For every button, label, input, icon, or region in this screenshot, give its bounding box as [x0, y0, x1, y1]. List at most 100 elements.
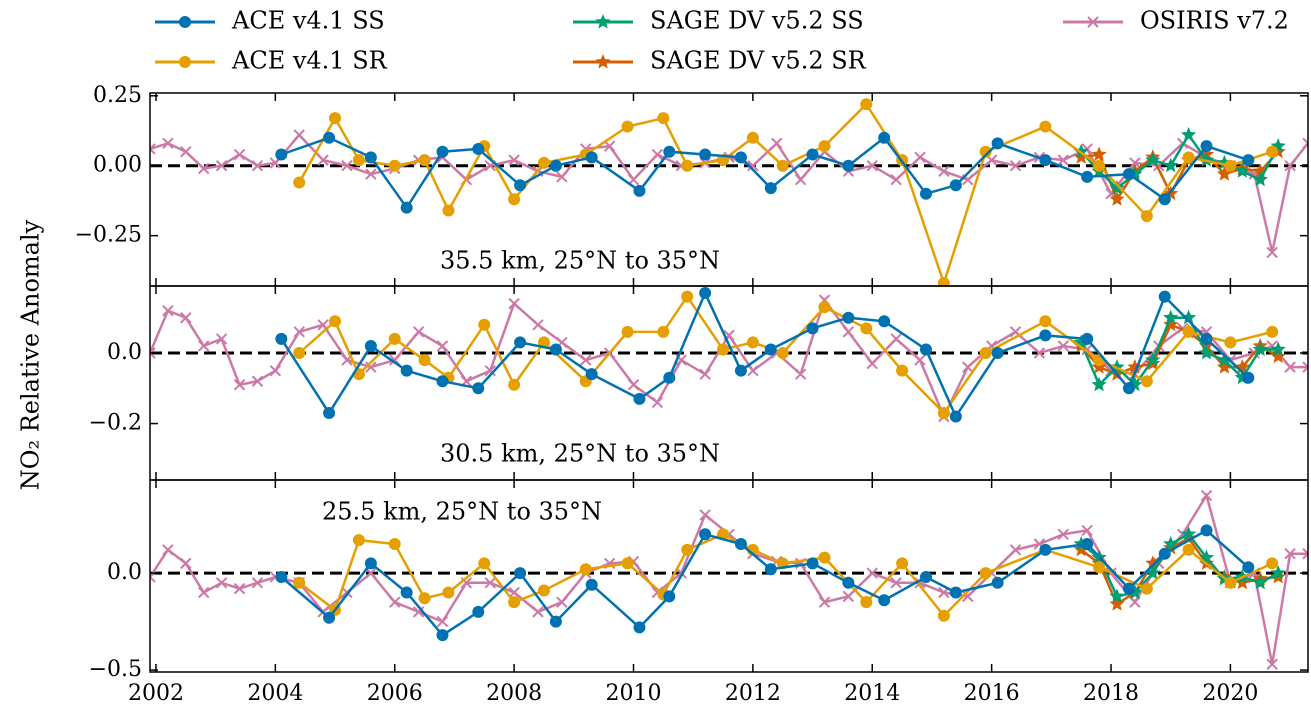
legend-label: SAGE DV v5.2 SS — [650, 7, 864, 35]
point — [818, 140, 831, 153]
panel-annotation: 35.5 km, 25°N to 35°N — [440, 247, 720, 275]
point — [1081, 332, 1094, 345]
point — [806, 148, 819, 161]
point — [436, 375, 449, 388]
y-tick-label: 0.25 — [93, 83, 142, 108]
point — [293, 176, 306, 189]
point — [1093, 354, 1106, 367]
point — [532, 319, 544, 331]
point — [365, 361, 377, 373]
point — [746, 336, 759, 349]
point — [1234, 163, 1250, 178]
point — [771, 137, 783, 150]
point — [949, 410, 962, 423]
legend-label: OSIRIS v7.2 — [1140, 7, 1289, 35]
point — [352, 154, 365, 167]
point — [1182, 543, 1195, 556]
axes-frame — [149, 92, 1309, 287]
point — [1200, 332, 1213, 345]
point — [556, 171, 568, 183]
point — [1081, 524, 1093, 537]
point — [1270, 348, 1286, 363]
point — [1234, 574, 1250, 590]
y-tick-label: 0.0 — [107, 560, 142, 585]
point — [341, 160, 353, 172]
point — [860, 322, 873, 335]
point — [1093, 159, 1106, 172]
point — [896, 557, 909, 570]
point — [233, 582, 246, 595]
plot-area — [150, 287, 1308, 423]
point — [162, 544, 174, 556]
point — [746, 131, 759, 144]
point — [1266, 557, 1279, 570]
point — [818, 301, 831, 314]
panel-annotation: 30.5 km, 25°N to 35°N — [440, 440, 720, 468]
point — [233, 148, 246, 161]
point — [1129, 596, 1141, 608]
point — [937, 406, 950, 419]
point — [1198, 345, 1215, 360]
point — [1182, 325, 1195, 338]
point — [1145, 352, 1161, 367]
point — [878, 131, 891, 144]
point — [1122, 168, 1135, 181]
point — [472, 142, 485, 155]
point — [681, 290, 694, 303]
point — [890, 333, 902, 345]
point — [896, 364, 909, 377]
point — [508, 586, 520, 599]
point — [1122, 582, 1135, 595]
plot-area — [150, 489, 1308, 670]
point — [657, 325, 670, 338]
point — [890, 577, 902, 589]
point — [484, 577, 496, 589]
x-tick-label: 2006 — [367, 681, 423, 706]
plot-area — [150, 98, 1308, 286]
point — [747, 364, 759, 377]
point — [866, 567, 878, 579]
point — [364, 557, 377, 570]
point — [180, 557, 192, 570]
point — [198, 162, 210, 175]
point — [991, 137, 1004, 150]
point — [180, 312, 192, 324]
series-line — [280, 136, 1249, 210]
point — [1109, 596, 1125, 611]
point — [251, 160, 264, 172]
point — [651, 148, 664, 161]
x-tick-label: 2014 — [844, 681, 900, 706]
point — [1093, 561, 1106, 574]
point — [991, 576, 1004, 589]
point — [1145, 565, 1161, 580]
point — [764, 182, 777, 195]
point — [293, 347, 306, 360]
point — [215, 577, 228, 589]
point — [400, 364, 413, 377]
point — [472, 382, 485, 395]
point — [1216, 359, 1232, 374]
point — [1081, 170, 1094, 183]
point — [215, 333, 228, 345]
point — [275, 570, 288, 583]
legend-marker — [1087, 16, 1099, 28]
point — [1252, 171, 1268, 187]
point — [699, 368, 711, 380]
point — [1163, 309, 1179, 325]
point — [842, 311, 855, 324]
point — [764, 343, 777, 356]
point — [1266, 325, 1279, 338]
point — [388, 332, 401, 345]
point — [150, 143, 156, 155]
point — [663, 145, 676, 158]
point — [1284, 547, 1296, 560]
point — [1127, 584, 1143, 599]
point — [699, 528, 712, 541]
axes-frame — [149, 479, 1309, 673]
point — [1091, 359, 1107, 374]
x-tick-label: 2018 — [1083, 681, 1139, 706]
legend-marker — [179, 16, 191, 28]
point — [818, 551, 831, 564]
point — [1224, 576, 1237, 589]
point — [400, 586, 413, 599]
